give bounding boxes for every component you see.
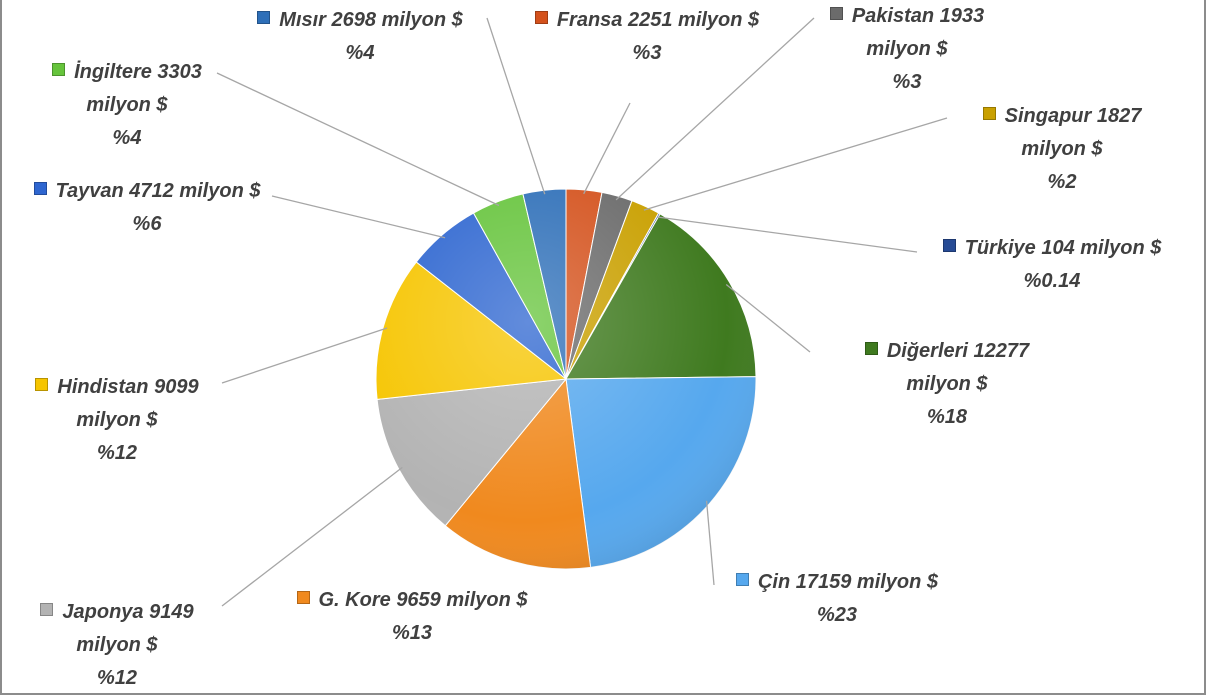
legend-swatch [296, 591, 310, 604]
legend-swatch [52, 63, 66, 76]
category-label: Singapur [1004, 105, 1092, 127]
data-label: Singapur 1827 milyon $ %2 [967, 100, 1157, 199]
data-label: Japonya 9149 milyon $ %12 [10, 596, 225, 695]
percent-label: %18 [926, 406, 968, 428]
leader-line [486, 17, 546, 195]
percent-label: %0.14 [1023, 270, 1081, 292]
value-label: 104 milyon $ [1041, 237, 1162, 259]
category-label: Çin [757, 571, 791, 593]
percent-label: %3 [892, 71, 922, 93]
leader-line [643, 117, 948, 211]
percent-label: %4 [112, 127, 142, 149]
legend-swatch [735, 573, 749, 586]
legend-swatch [982, 107, 996, 120]
data-label: G. Kore 9659 milyon $ %13 [280, 584, 545, 650]
legend-swatch [534, 11, 548, 24]
data-label: Fransa 2251 milyon $ %3 [525, 4, 770, 70]
legend-swatch [40, 603, 54, 616]
percent-label: %12 [96, 442, 138, 464]
value-label: 1827 milyon $ [1021, 105, 1142, 160]
leader-line [271, 195, 446, 239]
legend-swatch [864, 342, 878, 355]
legend-swatch [942, 239, 956, 252]
value-label: 1933 milyon $ [866, 5, 985, 60]
percent-label: %3 [632, 42, 662, 64]
leader-line [615, 17, 815, 201]
data-label: Türkiye 104 milyon $ %0.14 [910, 232, 1195, 298]
category-label: Diğerleri [886, 340, 968, 362]
pie-slice [565, 376, 757, 568]
value-label: 12277 milyon $ [906, 340, 1030, 395]
data-label: Diğerleri 12277 milyon $ %18 [832, 335, 1062, 434]
legend-swatch [257, 11, 271, 24]
data-label: Mısır 2698 milyon $ %4 [225, 4, 495, 70]
value-label: 3303 milyon $ [86, 61, 202, 116]
value-label: 9659 milyon $ [396, 589, 528, 611]
percent-label: %4 [345, 42, 375, 64]
value-label: 9099 milyon $ [76, 376, 199, 431]
data-label: Tayvan 4712 milyon $ %6 [12, 175, 282, 241]
value-label: 9149 milyon $ [76, 601, 194, 656]
category-label: Tayvan [55, 180, 124, 202]
leader-line [725, 284, 811, 353]
category-label: Pakistan [851, 5, 935, 27]
category-label: Mısır [279, 9, 326, 31]
leader-line [583, 102, 631, 195]
leader-line [221, 466, 403, 607]
legend-swatch [33, 182, 47, 195]
data-label: Hindistan 9099 milyon $ %12 [10, 371, 225, 470]
data-label: Çin 17159 milyon $ %23 [702, 566, 972, 632]
percent-label: %23 [816, 604, 858, 626]
leader-line [221, 327, 388, 384]
category-label: Japonya [62, 601, 144, 623]
leader-line [216, 72, 500, 207]
value-label: 2251 milyon $ [627, 9, 760, 31]
category-label: G. Kore [318, 589, 391, 611]
value-label: 17159 milyon $ [795, 571, 939, 593]
percent-label: %13 [391, 622, 433, 644]
leader-line [657, 216, 918, 253]
value-label: 4712 milyon $ [129, 180, 261, 202]
percent-label: %2 [1047, 171, 1077, 193]
data-label: Pakistan 1933 milyon $ %3 [807, 0, 1007, 99]
value-label: 2698 milyon $ [331, 9, 463, 31]
data-label: İngiltere 3303 milyon $ %4 [20, 56, 235, 155]
legend-swatch [829, 7, 843, 20]
leader-line [705, 500, 715, 586]
percent-label: %6 [132, 213, 162, 235]
category-label: Fransa [556, 9, 623, 31]
percent-label: %12 [96, 667, 138, 689]
legend-swatch [35, 378, 49, 391]
category-label: Hindistan [57, 376, 149, 398]
category-label: İngiltere [74, 61, 152, 83]
category-label: Türkiye [964, 237, 1036, 259]
